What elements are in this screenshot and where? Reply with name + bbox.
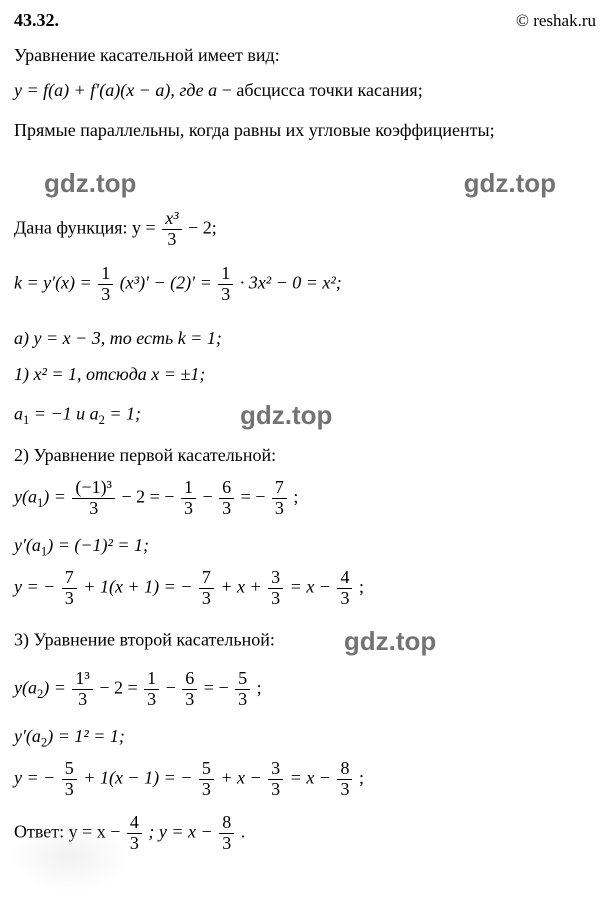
text-line-8: a1 = −1 и a2 = 1; gdz.top [14, 397, 596, 433]
text-line-10: y(a1) = (−1)³3 − 2 = − 13 − 63 = − 73 ; [14, 478, 596, 519]
text-line-15: y′(a2) = 1² = 1; [14, 724, 596, 749]
text-line-12: y = − 73 + 1(x + 1) = − 73 + x + 33 = x … [14, 568, 596, 609]
text-line-7: 1) x² = 1, отсюда x = ±1; [14, 362, 596, 387]
text-line-5: k = y′(x) = 13 (x³)′ − (2)′ = 13 · 3x² −… [14, 264, 596, 305]
answer-line: Ответ: y = x − 43 ; y = x − 83 . [14, 813, 596, 854]
text-line-1: Уравнение касательной имеет вид: [14, 43, 596, 68]
watermark: gdz.top [344, 626, 436, 656]
watermark: gdz.top [464, 165, 556, 201]
text-line-16: y = − 53 + 1(x − 1) = − 53 + x − 33 = x … [14, 759, 596, 800]
text-line-4: Дана функция: y = x³3 − 2; [14, 209, 596, 250]
text-line-13: 3) Уравнение второй касательной: gdz.top [14, 623, 596, 659]
text-line-2: y = f(a) + f′(a)(x − a), где a − абсцисс… [14, 78, 596, 103]
text-line-11: y′(a1) = (−1)² = 1; [14, 533, 596, 558]
text-line-14: y(a2) = 1³3 − 2 = 13 − 63 = − 53 ; [14, 669, 596, 710]
text-line-6: а) y = x − 3, то есть k = 1; [14, 326, 596, 351]
watermark: gdz.top [240, 400, 332, 430]
site-brand: © reshak.ru [516, 9, 596, 33]
text-line-3: Прямые параллельны, когда равны их углов… [14, 118, 596, 143]
text-line-9: 2) Уравнение первой касательной: [14, 443, 596, 468]
watermark: gdz.top [44, 165, 136, 201]
header-row: 43.32. © reshak.ru [14, 8, 596, 33]
problem-number: 43.32. [14, 8, 59, 33]
watermark-row-1: gdz.top gdz.top [14, 165, 596, 201]
